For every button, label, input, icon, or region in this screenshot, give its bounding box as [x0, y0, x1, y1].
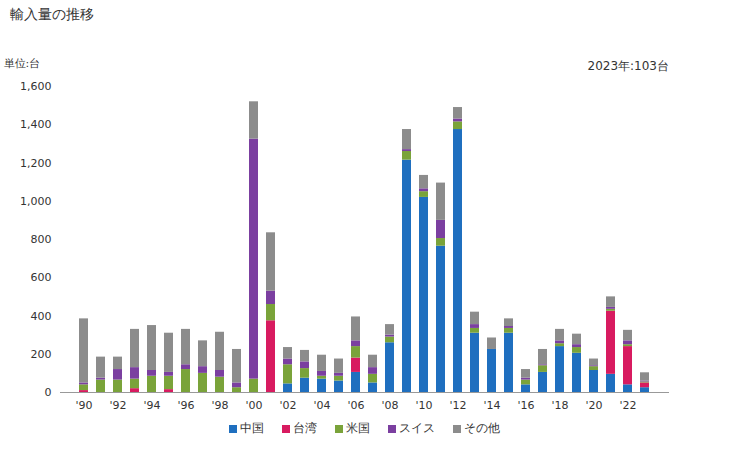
html-text:スイス: スイス — [399, 421, 435, 435]
svg-text:'06: '06 — [347, 399, 364, 412]
html-text:2023年:103台: 2023年:103台 — [587, 59, 669, 73]
svg-text:'10: '10 — [415, 399, 432, 412]
svg-text:1,200: 1,200 — [20, 157, 52, 170]
svg-text:'98: '98 — [211, 399, 228, 412]
svg-text:'16: '16 — [517, 399, 534, 412]
svg-text:1,400: 1,400 — [20, 118, 52, 131]
svg-text:'04: '04 — [313, 399, 330, 412]
svg-text:600: 600 — [31, 271, 52, 284]
svg-text:1,000: 1,000 — [20, 195, 52, 208]
svg-text:'22: '22 — [619, 399, 636, 412]
svg-text:'02: '02 — [279, 399, 296, 412]
html-text:輸入量の推移: 輸入量の推移 — [10, 6, 94, 22]
svg-text:0: 0 — [45, 386, 52, 399]
svg-text:800: 800 — [31, 233, 52, 246]
svg-text:'12: '12 — [449, 399, 466, 412]
html-text:米国: 米国 — [346, 421, 370, 435]
svg-text:'20: '20 — [585, 399, 602, 412]
svg-text:200: 200 — [31, 348, 52, 361]
svg-text:'00: '00 — [245, 399, 262, 412]
svg-text:'92: '92 — [109, 399, 126, 412]
html-text:その他: その他 — [464, 421, 500, 435]
html-text:中国: 中国 — [240, 421, 264, 435]
svg-text:'18: '18 — [551, 399, 568, 412]
svg-text:単位:台: 単位:台 — [4, 57, 41, 70]
svg-text:'96: '96 — [177, 399, 194, 412]
svg-text:'08: '08 — [381, 399, 398, 412]
svg-text:400: 400 — [31, 310, 52, 323]
html-text:台湾: 台湾 — [293, 421, 317, 435]
svg-text:1,600: 1,600 — [20, 80, 52, 93]
svg-text:'14: '14 — [483, 399, 500, 412]
svg-text:'90: '90 — [75, 399, 92, 412]
svg-text:'94: '94 — [143, 399, 160, 412]
